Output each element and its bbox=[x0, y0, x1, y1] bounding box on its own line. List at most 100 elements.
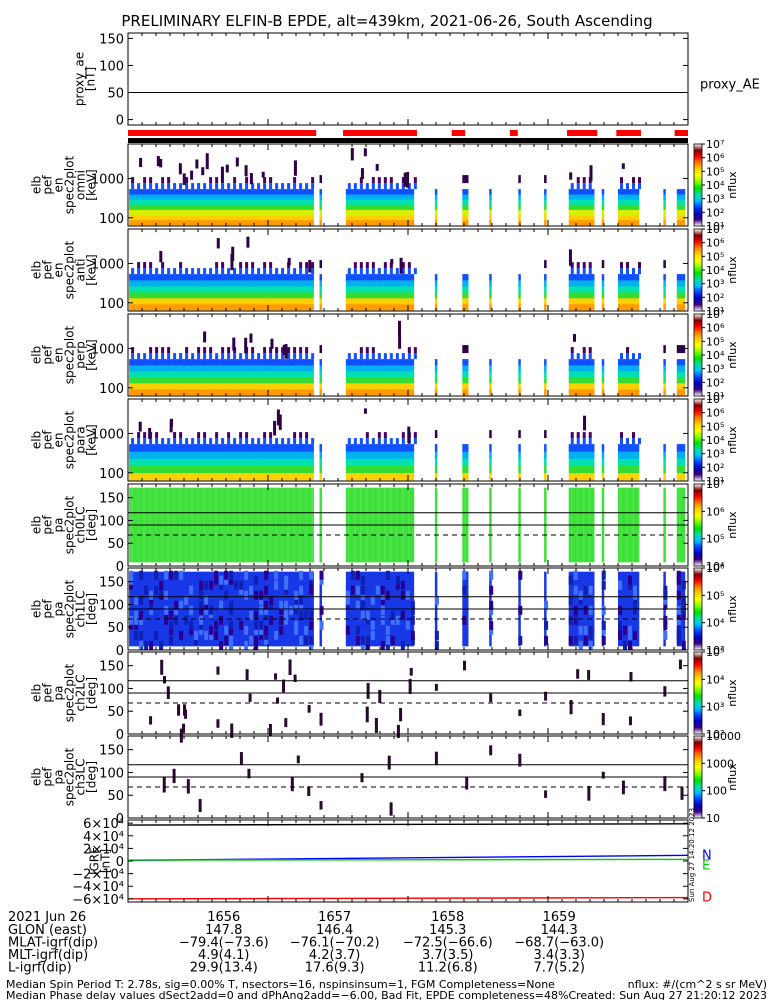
pitch-cell bbox=[284, 580, 289, 590]
colorbar-label: nflux bbox=[726, 171, 739, 199]
energy-cell bbox=[347, 438, 351, 445]
energy-speckle bbox=[434, 430, 438, 439]
energy-speckle bbox=[225, 164, 229, 173]
energy-band bbox=[319, 383, 323, 390]
pitch-cell bbox=[319, 570, 324, 580]
energy-cell bbox=[632, 432, 635, 439]
energy-cell bbox=[293, 183, 297, 190]
pitch-cell bbox=[355, 600, 360, 610]
pitch-cell bbox=[139, 640, 144, 650]
pitch-cell bbox=[375, 585, 380, 595]
pitch-cell bbox=[163, 676, 167, 684]
y-axis-label-line: pef bbox=[41, 599, 55, 619]
pitch-cell bbox=[681, 580, 686, 590]
pitch-cell bbox=[169, 625, 174, 635]
energy-cell bbox=[131, 353, 135, 360]
energy-speckle bbox=[319, 260, 323, 269]
energy-cell bbox=[588, 268, 592, 275]
energy-band bbox=[544, 371, 547, 378]
pitch-cell bbox=[389, 802, 393, 816]
pitch-cell bbox=[628, 625, 632, 635]
energy-speckle bbox=[319, 175, 323, 184]
colorbar-tick-label: 10¹ bbox=[706, 390, 724, 403]
energy-cell bbox=[620, 353, 623, 360]
pitch-cell bbox=[434, 683, 438, 691]
energy-band bbox=[568, 377, 595, 384]
energy-band bbox=[676, 383, 686, 390]
energy-band bbox=[618, 204, 640, 210]
energy-band bbox=[676, 359, 686, 366]
pitch-cell bbox=[676, 590, 681, 600]
pitch-cell bbox=[284, 718, 288, 728]
energy-band bbox=[462, 286, 469, 293]
energy-band bbox=[663, 383, 666, 390]
pitch-cell bbox=[618, 605, 622, 615]
ephemeris-value: 3.7(3.5) bbox=[422, 948, 474, 963]
energy-band bbox=[568, 371, 595, 378]
pitch-cell bbox=[410, 635, 415, 645]
energy-band bbox=[518, 359, 521, 366]
energy-band bbox=[462, 458, 469, 466]
y-axis-label-line: pef bbox=[41, 175, 55, 195]
y-axis-label-line: en bbox=[52, 433, 66, 448]
energy-band bbox=[663, 274, 666, 281]
pitch-cell bbox=[680, 786, 684, 800]
energy-cell bbox=[353, 438, 357, 445]
pitch-cell bbox=[360, 575, 365, 585]
energy-cell bbox=[167, 353, 171, 360]
pitch-cell bbox=[588, 630, 593, 640]
colorbar-tick-label: 10⁵ bbox=[706, 250, 724, 263]
y-tick-label: 150 bbox=[99, 32, 124, 47]
pitch-cell bbox=[628, 580, 632, 590]
energy-band bbox=[676, 451, 686, 459]
pitch-cell bbox=[618, 630, 622, 640]
energy-cell bbox=[401, 177, 405, 184]
energy-cell bbox=[233, 268, 237, 275]
energy-cell bbox=[311, 268, 315, 275]
ephemeris-value: 147.8 bbox=[205, 923, 242, 938]
energy-band bbox=[434, 199, 438, 205]
pitch-cell bbox=[216, 719, 220, 728]
pitch-cell bbox=[209, 605, 214, 615]
y-tick-label: 150 bbox=[99, 576, 124, 591]
y-tick-label: 100 bbox=[99, 212, 124, 227]
pitch-cell bbox=[400, 640, 405, 650]
energy-cell bbox=[149, 262, 153, 269]
energy-band bbox=[462, 472, 469, 481]
pitch-cell bbox=[360, 590, 365, 600]
pitch-cell bbox=[209, 610, 214, 620]
pitch-cell bbox=[254, 625, 259, 635]
energy-band bbox=[676, 204, 686, 210]
energy-cell bbox=[269, 347, 273, 354]
pitch-cell bbox=[366, 682, 370, 699]
pitch-cell bbox=[663, 686, 667, 697]
pitch-cell bbox=[676, 615, 681, 625]
colorbar-tick-label: 10² bbox=[706, 461, 724, 474]
pitch-cell bbox=[583, 585, 588, 595]
footer-note-phase: Median Phase delay values dSect2add=0 an… bbox=[6, 989, 568, 1000]
energy-band bbox=[518, 204, 521, 210]
y-tick-label: 0 bbox=[116, 560, 124, 575]
energy-band bbox=[676, 444, 686, 452]
pitch-cell bbox=[194, 635, 199, 645]
energy-speckle bbox=[569, 172, 573, 180]
energy-band bbox=[568, 274, 595, 281]
y-axis-label-line: [nT] bbox=[99, 849, 113, 873]
energy-band bbox=[319, 209, 323, 216]
y-tick-label: 2×10⁴ bbox=[83, 842, 124, 857]
colorbar-tick-label: 10³ bbox=[706, 701, 724, 714]
pitch-cell bbox=[274, 673, 278, 680]
pitch-cell bbox=[365, 615, 370, 625]
colorbar-tick-label: 10¹ bbox=[706, 220, 724, 233]
energy-band bbox=[676, 280, 686, 287]
energy-band bbox=[518, 219, 521, 226]
pitch-cell bbox=[214, 620, 219, 630]
energy-band bbox=[462, 280, 469, 287]
energy-cell bbox=[149, 268, 153, 275]
energy-band bbox=[618, 377, 640, 384]
energy-band bbox=[345, 383, 415, 390]
y-tick-label: 100 bbox=[99, 59, 124, 74]
energy-cell bbox=[389, 177, 393, 184]
energy-band bbox=[544, 359, 547, 366]
energy-speckle bbox=[319, 345, 323, 354]
